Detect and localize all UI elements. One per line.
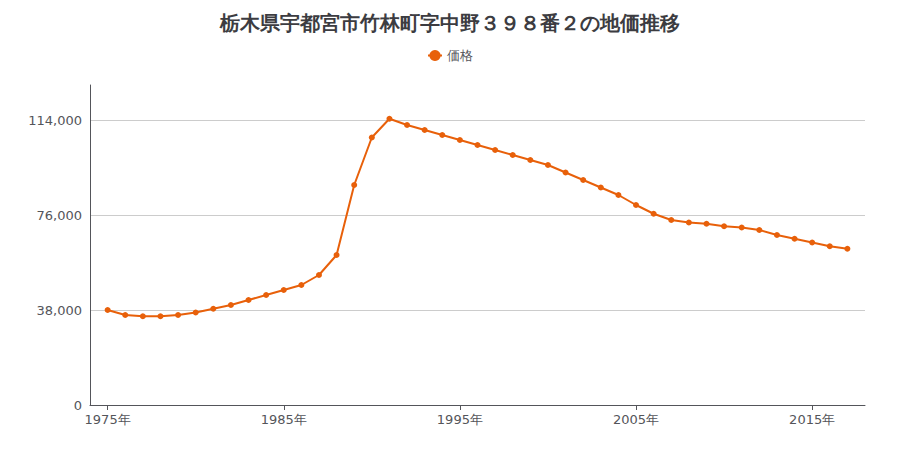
svg-text:1985年: 1985年 (261, 412, 307, 427)
svg-text:1995年: 1995年 (437, 412, 483, 427)
svg-text:38,000: 38,000 (37, 303, 83, 318)
svg-text:2005年: 2005年 (613, 412, 659, 427)
svg-text:0: 0 (74, 398, 82, 413)
svg-text:価格: 価格 (447, 48, 473, 63)
svg-text:2015年: 2015年 (789, 412, 835, 427)
svg-text:114,000: 114,000 (28, 113, 82, 128)
svg-text:76,000: 76,000 (37, 208, 83, 223)
svg-text:1975年: 1975年 (85, 412, 131, 427)
svg-text:栃木県宇都宮市竹林町字中野３９８番２の地価推移: 栃木県宇都宮市竹林町字中野３９８番２の地価推移 (219, 11, 680, 35)
